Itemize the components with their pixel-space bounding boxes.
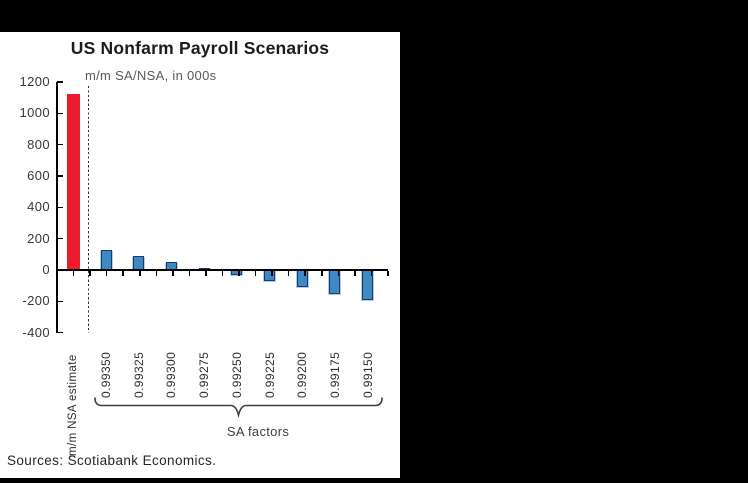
sa-factors-label: SA factors	[226, 424, 290, 439]
x-axis-tick	[387, 271, 389, 276]
plot-area: 1200 1000 800 600 400 200 0 -200 -400 m/m NSA est…	[0, 32, 400, 478]
y-axis-tick	[57, 81, 63, 83]
y-axis-tick	[57, 331, 63, 334]
chart-panel: US Nonfarm Payroll Scenarios m/m SA/NSA,…	[0, 32, 400, 478]
x-axis-tick	[304, 271, 307, 276]
y-axis-label: 1200	[19, 74, 50, 89]
x-axis-tick	[321, 271, 323, 276]
y-axis-label: 1000	[19, 105, 50, 121]
x-axis-tick	[354, 271, 356, 276]
x-axis-tick	[188, 271, 191, 276]
x-axis-tick	[72, 271, 75, 276]
y-axis-label: -400	[22, 324, 50, 340]
y-axis-label: 400	[27, 199, 50, 215]
y-axis-label: -200	[22, 293, 50, 309]
sa-factors-brace	[94, 397, 383, 419]
y-axis-label: 200	[27, 230, 50, 246]
sa-bar	[133, 255, 145, 270]
x-axis-line	[55, 269, 388, 271]
x-axis-tick	[254, 271, 257, 276]
y-axis-tick	[57, 300, 63, 303]
y-axis-label: 0	[42, 262, 50, 277]
nsa-bar-label: m/m NSA estimate	[67, 354, 80, 456]
x-axis-tick	[172, 271, 174, 276]
y-axis-tick	[57, 206, 63, 209]
x-axis-tick	[337, 271, 340, 276]
nsa-separator-dashed-line	[88, 86, 90, 333]
x-axis-tick	[155, 271, 158, 276]
sa-bar	[296, 270, 308, 288]
x-axis-tick	[370, 271, 373, 276]
y-axis-tick	[57, 112, 63, 115]
x-axis-tick	[138, 271, 141, 276]
x-axis-tick	[105, 271, 108, 276]
x-axis-tick	[205, 271, 207, 276]
y-axis-label: 600	[27, 168, 50, 183]
nsa-bar	[66, 93, 80, 270]
x-axis-tick	[238, 271, 240, 276]
y-axis-tick	[57, 175, 63, 177]
y-axis-label: 800	[27, 136, 50, 152]
x-axis-tick	[122, 271, 124, 276]
y-axis-tick	[57, 143, 63, 146]
y-axis-line	[55, 82, 58, 333]
x-axis-tick	[271, 271, 273, 276]
source-text: Sources: Scotiabank Economics.	[7, 453, 217, 468]
x-axis-tick	[287, 271, 290, 276]
sa-bar	[100, 249, 112, 270]
sa-bar	[264, 270, 275, 281]
x-axis-tick	[56, 271, 58, 276]
x-axis-tick	[89, 271, 91, 276]
x-axis-tick	[221, 271, 224, 276]
y-axis-tick	[57, 237, 63, 240]
chart-title: US Nonfarm Payroll Scenarios	[70, 38, 330, 58]
chart-subtitle: m/m SA/NSA, in 000s	[85, 68, 217, 83]
